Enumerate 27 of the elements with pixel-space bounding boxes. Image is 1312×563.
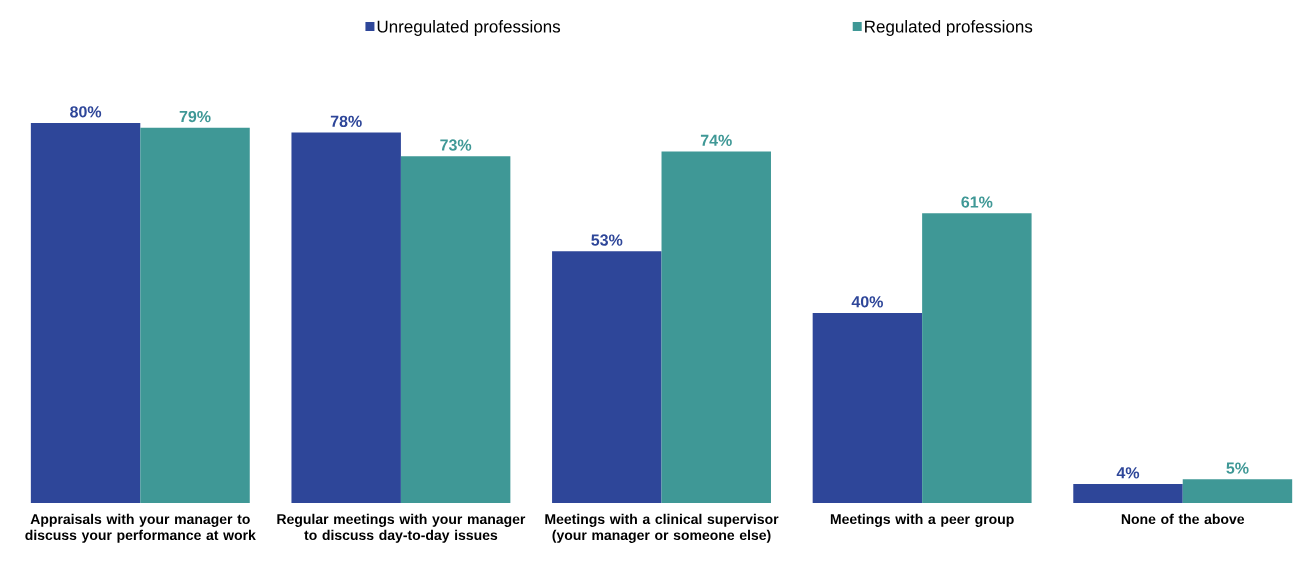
data-label: 80% bbox=[70, 106, 102, 118]
data-label: 5% bbox=[1226, 462, 1249, 474]
x-tick-label: None of the above bbox=[1121, 513, 1245, 525]
bar bbox=[1182, 479, 1293, 503]
x-tick-label: Appraisals with your manager to discuss your performance at work bbox=[25, 513, 256, 543]
bar bbox=[291, 132, 401, 503]
legend-label: Regulated professions bbox=[865, 20, 1033, 36]
bar bbox=[922, 213, 1032, 503]
bar bbox=[1073, 484, 1183, 503]
bar bbox=[140, 127, 250, 503]
data-label: 79% bbox=[179, 110, 211, 123]
bar bbox=[552, 251, 662, 503]
bar bbox=[30, 123, 141, 503]
data-label: 73% bbox=[440, 139, 472, 151]
bar bbox=[661, 151, 771, 503]
legend-label: Unregulated professions bbox=[377, 20, 561, 36]
data-label: 78% bbox=[330, 115, 362, 127]
data-label: 40% bbox=[851, 296, 883, 308]
x-tick-label: Meetings with a peer group bbox=[830, 513, 1014, 527]
data-label: 74% bbox=[700, 134, 732, 146]
x-tick-label: Meetings with a clinical supervisor (your manager or someone else) bbox=[545, 513, 779, 543]
data-label: 4% bbox=[1116, 467, 1140, 479]
x-tick-label: Regular meetings with your manager to discuss day-to-day issues bbox=[277, 513, 526, 543]
data-label: 61% bbox=[961, 196, 993, 208]
bar bbox=[812, 313, 923, 503]
bar bbox=[400, 156, 511, 503]
data-label: 53% bbox=[591, 234, 623, 246]
